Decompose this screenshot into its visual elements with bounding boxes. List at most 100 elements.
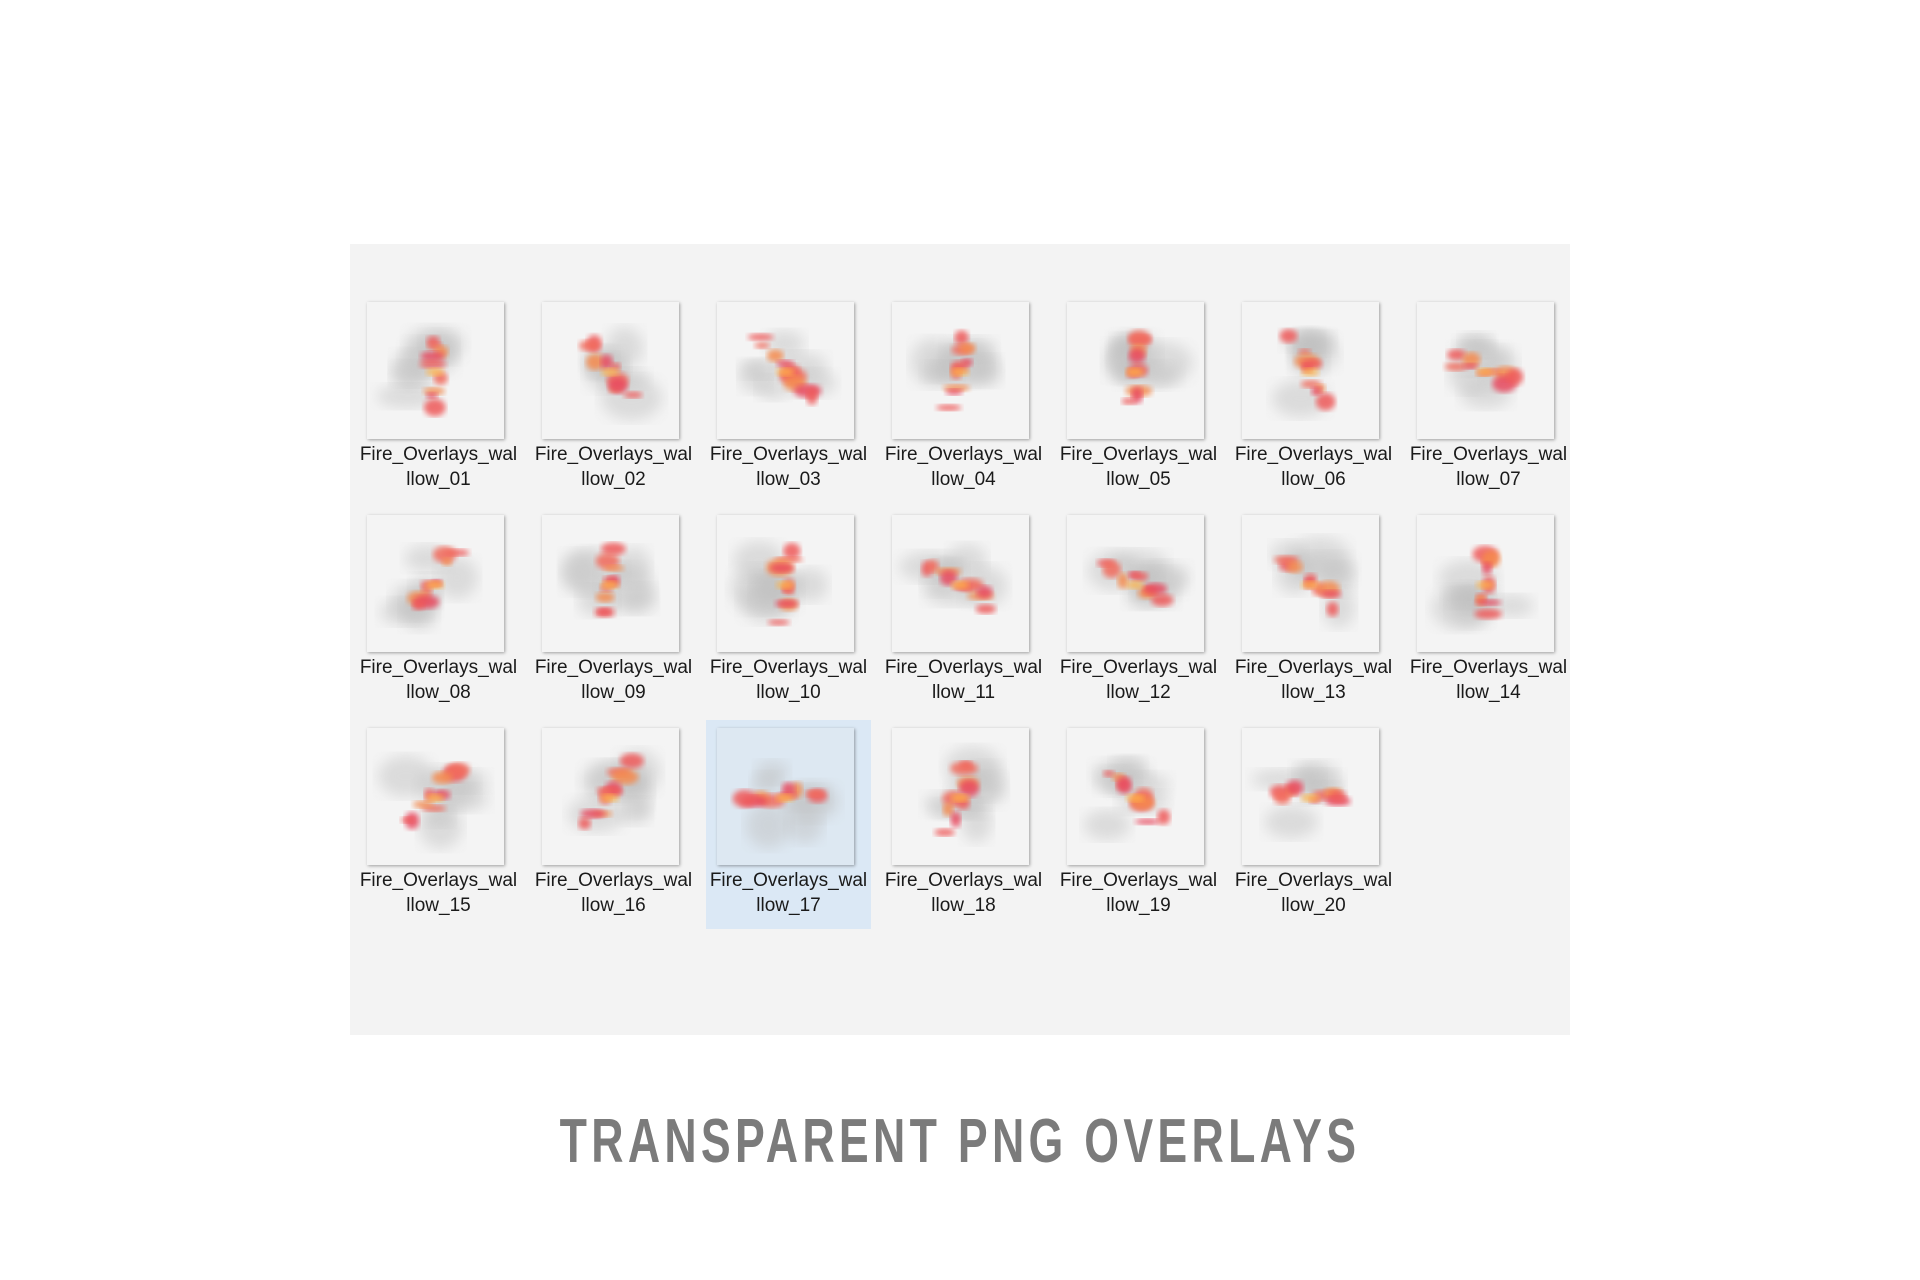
file-name: llow_04: [931, 469, 996, 490]
thumbnail: [1242, 728, 1379, 865]
file-name: llow_17: [756, 895, 821, 916]
file-name: Fire_Overlays_wal: [1234, 444, 1393, 465]
thumbnail: [892, 515, 1029, 652]
file-item[interactable]: Fire_Overlays_wal llow_14: [1406, 507, 1571, 716]
file-item[interactable]: Fire_Overlays_wal llow_12: [1056, 507, 1221, 716]
file-name: llow_01: [406, 469, 471, 490]
file-name: llow_18: [931, 895, 996, 916]
file-name: Fire_Overlays_wal: [884, 444, 1043, 465]
file-item[interactable]: Fire_Overlays_wal llow_16: [531, 720, 696, 929]
fire-image: [730, 541, 829, 626]
fire-image: [899, 544, 1008, 614]
thumbnail: [1067, 515, 1204, 652]
thumbnail: [717, 302, 854, 439]
fire-image: [560, 542, 657, 618]
fire-image: [376, 326, 466, 417]
fire-image: [1272, 328, 1339, 418]
file-name: llow_15: [406, 895, 471, 916]
file-name: Fire_Overlays_wal: [1059, 657, 1218, 678]
file-panel: Fire_Overlays_wal llow_01 Fire_Overlays_wa…: [350, 244, 1570, 1035]
file-name: Fire_Overlays_wal: [359, 870, 518, 891]
file-item[interactable]: Fire_Overlays_wal llow_07: [1406, 294, 1571, 503]
file-name: llow_05: [1106, 469, 1171, 490]
file-name: Fire_Overlays_wal: [709, 444, 868, 465]
fire-image: [732, 760, 840, 849]
thumbnail: [367, 728, 504, 865]
thumbnail: [1067, 728, 1204, 865]
thumbnail: [542, 728, 679, 865]
file-name: llow_16: [581, 895, 646, 916]
thumbnail: [367, 515, 504, 652]
file-name: Fire_Overlays_wal: [884, 657, 1043, 678]
fire-image: [1444, 332, 1524, 409]
thumbnail: [542, 515, 679, 652]
file-name: Fire_Overlays_wal: [1059, 870, 1218, 891]
fire-image: [378, 755, 489, 849]
file-item[interactable]: Fire_Overlays_wal llow_05: [1056, 294, 1221, 503]
file-name: Fire_Overlays_wal: [709, 657, 868, 678]
fire-image: [1087, 549, 1190, 610]
thumbnail: [892, 302, 1029, 439]
thumbnail: [542, 302, 679, 439]
file-item[interactable]: Fire_Overlays_wal llow_10: [706, 507, 871, 716]
file-name: llow_07: [1456, 469, 1521, 490]
file-name: llow_03: [756, 469, 821, 490]
fire-image: [1431, 545, 1534, 630]
fire-image: [380, 545, 478, 631]
file-name: Fire_Overlays_wal: [1234, 870, 1393, 891]
fire-image: [579, 327, 663, 421]
fire-image: [910, 330, 1003, 411]
fire-image: [1083, 755, 1171, 840]
fire-image: [1270, 537, 1356, 628]
file-name: Fire_Overlays_wal: [1234, 657, 1393, 678]
file-name: Fire_Overlays_wal: [534, 870, 693, 891]
file-item[interactable]: Fire_Overlays_wal llow_19: [1056, 720, 1221, 929]
file-item[interactable]: Fire_Overlays_wal llow_01: [356, 294, 521, 503]
thumbnail: [717, 728, 854, 865]
file-item[interactable]: Fire_Overlays_wal llow_08: [356, 507, 521, 716]
file-name: llow_13: [1281, 682, 1346, 703]
thumbnail: [1242, 302, 1379, 439]
file-name: Fire_Overlays_wal: [534, 444, 693, 465]
file-name: llow_08: [406, 682, 471, 703]
file-item[interactable]: Fire_Overlays_wal llow_11: [881, 507, 1046, 716]
fire-image: [739, 330, 837, 405]
file-name: Fire_Overlays_wal: [884, 870, 1043, 891]
thumbnail: [1417, 302, 1554, 439]
file-name: Fire_Overlays_wal: [534, 657, 693, 678]
fire-image: [923, 746, 1006, 843]
file-name: llow_20: [1281, 895, 1346, 916]
file-item[interactable]: Fire_Overlays_wal llow_13: [1231, 507, 1396, 716]
file-name: llow_19: [1106, 895, 1171, 916]
file-name: llow_09: [581, 682, 646, 703]
thumbnail: [892, 728, 1029, 865]
file-item[interactable]: Fire_Overlays_wal llow_09: [531, 507, 696, 716]
file-item[interactable]: Fire_Overlays_wal llow_02: [531, 294, 696, 503]
fire-image: [1251, 761, 1351, 839]
file-item[interactable]: Fire_Overlays_wal llow_17: [706, 720, 871, 929]
thumbnail: [367, 302, 504, 439]
file-item[interactable]: Fire_Overlays_wal llow_03: [706, 294, 871, 503]
file-name: Fire_Overlays_wal: [359, 657, 518, 678]
file-name: llow_12: [1106, 682, 1171, 703]
file-name: llow_06: [1281, 469, 1346, 490]
thumbnail: [1242, 515, 1379, 652]
file-item[interactable]: Fire_Overlays_wal llow_20: [1231, 720, 1396, 929]
thumbnail: [717, 515, 854, 652]
file-item[interactable]: Fire_Overlays_wal llow_06: [1231, 294, 1396, 503]
caption: TRANSPARENT PNG OVERLAYS: [559, 1107, 1361, 1176]
file-name: llow_14: [1456, 682, 1521, 703]
file-name: llow_11: [931, 682, 996, 703]
thumbnail: [1417, 515, 1554, 652]
file-item[interactable]: Fire_Overlays_wal llow_18: [881, 720, 1046, 929]
file-item[interactable]: Fire_Overlays_wal llow_04: [881, 294, 1046, 503]
file-item[interactable]: Fire_Overlays_wal llow_15: [356, 720, 521, 929]
fire-image: [567, 749, 661, 833]
file-name: Fire_Overlays_wal: [1409, 444, 1568, 465]
file-name: llow_02: [581, 469, 646, 490]
thumbnail: [1067, 302, 1204, 439]
file-name: Fire_Overlays_wal: [1059, 444, 1218, 465]
file-name: Fire_Overlays_wal: [359, 444, 518, 465]
file-name: Fire_Overlays_wal: [709, 870, 868, 891]
